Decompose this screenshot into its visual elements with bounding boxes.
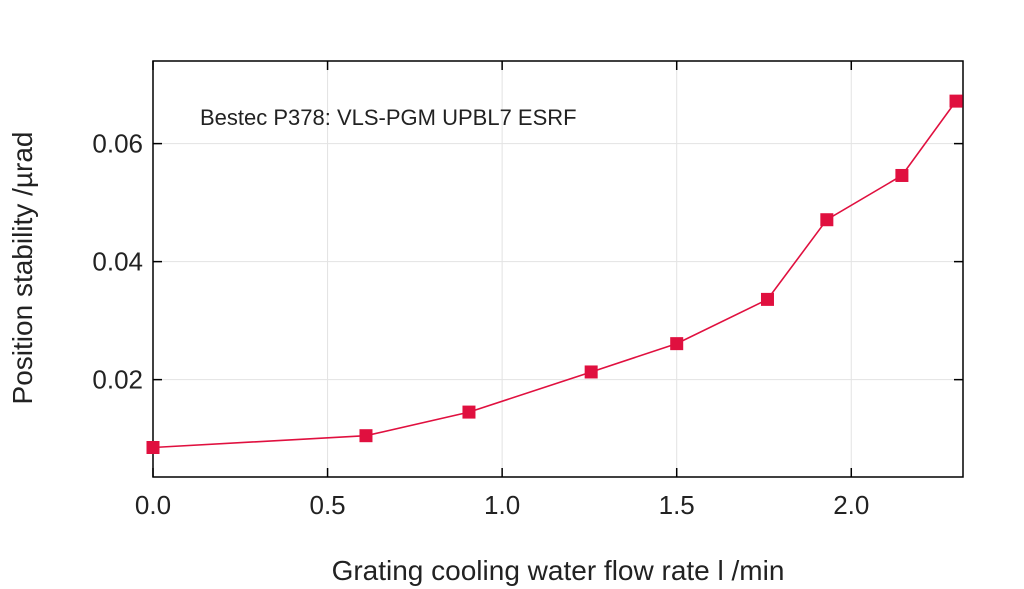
data-point [820, 213, 834, 227]
x-tick-labels: 0.0 0.5 1.0 1.5 2.0 [135, 490, 869, 520]
axis-ticks [152, 61, 963, 477]
series-layer [146, 94, 963, 454]
x-tick-label: 1.5 [659, 490, 695, 520]
data-point [584, 365, 598, 379]
x-axis-label: Grating cooling water flow rate l /min [332, 555, 785, 586]
series-line [152, 100, 957, 449]
chart-annotation: Bestec P378: VLS-PGM UPBL7 ESRF [200, 105, 577, 130]
y-axis-label: Position stability /µrad [7, 132, 38, 405]
x-tick-label: 2.0 [833, 490, 869, 520]
data-point [760, 292, 774, 306]
y-tick-labels: 0.02 0.04 0.06 [92, 129, 143, 395]
data-point [146, 440, 160, 454]
grid [152, 61, 963, 477]
data-point [359, 429, 373, 443]
x-tick-label: 0.0 [135, 490, 171, 520]
data-point [670, 337, 684, 351]
x-tick-label: 0.5 [309, 490, 345, 520]
y-tick-label: 0.06 [92, 129, 143, 159]
data-point [949, 94, 963, 108]
data-point [895, 168, 909, 182]
data-point [462, 405, 476, 419]
y-tick-label: 0.02 [92, 365, 143, 395]
x-tick-label: 1.0 [484, 490, 520, 520]
y-tick-label: 0.04 [92, 247, 143, 277]
plot-frame [152, 60, 964, 478]
